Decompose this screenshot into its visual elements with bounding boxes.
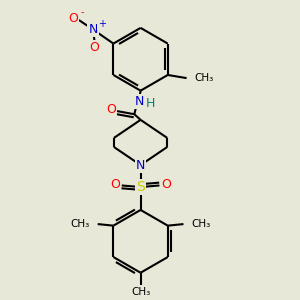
Text: H: H <box>146 97 155 110</box>
Text: CH₃: CH₃ <box>70 219 90 229</box>
Text: N: N <box>136 159 145 172</box>
Text: O: O <box>106 103 116 116</box>
Text: N: N <box>134 95 144 108</box>
Text: O: O <box>68 12 78 25</box>
Text: S: S <box>136 180 145 194</box>
Text: N: N <box>88 23 98 36</box>
Text: O: O <box>161 178 171 191</box>
Text: O: O <box>90 40 100 53</box>
Text: -: - <box>80 7 84 17</box>
Text: +: + <box>98 19 106 29</box>
Text: CH₃: CH₃ <box>194 73 214 83</box>
Text: CH₃: CH₃ <box>191 219 211 229</box>
Text: CH₃: CH₃ <box>131 286 150 297</box>
Text: O: O <box>110 178 120 191</box>
